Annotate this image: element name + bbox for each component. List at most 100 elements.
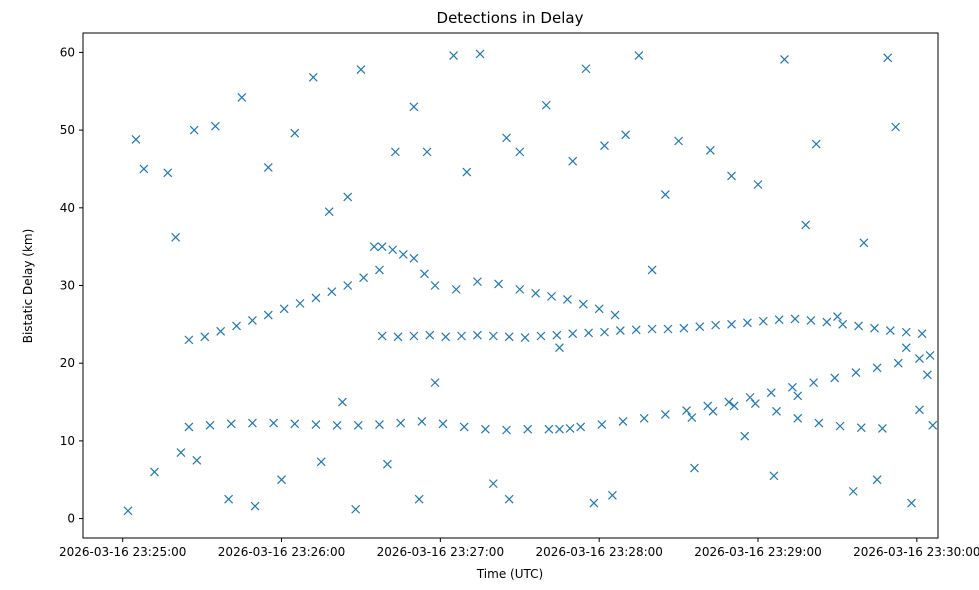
data-point: [425, 330, 435, 340]
data-point: [883, 53, 893, 63]
data-point: [631, 325, 641, 335]
data-point: [893, 358, 903, 368]
data-point: [660, 190, 670, 200]
data-point: [811, 139, 821, 149]
data-point: [552, 330, 562, 340]
data-point: [674, 136, 684, 146]
x-tick-label: 2026-03-16 23:25:00: [59, 545, 186, 559]
data-point: [647, 324, 657, 334]
data-point: [856, 423, 866, 433]
data-point: [618, 417, 628, 426]
data-point: [327, 287, 337, 297]
data-point: [838, 319, 848, 329]
data-point: [769, 471, 779, 481]
x-tick-label: 2026-03-16 23:28:00: [535, 545, 662, 559]
data-point: [382, 459, 392, 469]
data-point: [409, 331, 419, 341]
data-point: [449, 51, 459, 60]
data-point: [263, 162, 273, 172]
data-point: [679, 323, 689, 333]
plot-area: [83, 33, 938, 538]
data-point: [430, 281, 440, 290]
data-point: [634, 51, 644, 60]
data-point: [472, 330, 482, 340]
data-point: [462, 167, 472, 177]
data-point: [377, 242, 387, 252]
data-point: [848, 486, 858, 496]
data-point: [377, 331, 387, 341]
data-point: [523, 424, 533, 434]
data-point: [536, 331, 546, 341]
data-point: [375, 420, 384, 429]
data-point: [390, 147, 400, 157]
data-point: [531, 288, 541, 298]
y-tick-label: 50: [60, 123, 75, 137]
data-point: [414, 494, 424, 504]
data-point: [502, 425, 511, 435]
data-point: [705, 145, 715, 155]
data-point: [711, 320, 721, 330]
data-point: [250, 501, 260, 511]
y-tick-label: 0: [67, 512, 75, 526]
data-point: [727, 171, 736, 181]
x-tick-label: 2026-03-16 23:29:00: [694, 545, 821, 559]
data-point: [576, 422, 586, 432]
data-point: [547, 291, 556, 301]
data-point: [332, 420, 342, 430]
data-point: [854, 321, 864, 331]
data-point: [793, 391, 803, 401]
data-point: [544, 424, 554, 434]
x-tick-label: 2026-03-16 23:30:00: [853, 545, 979, 559]
data-point: [515, 284, 525, 294]
data-point: [729, 401, 739, 411]
data-point: [430, 378, 440, 388]
data-point: [200, 332, 210, 342]
ticks-group: 2026-03-16 23:25:00 2026-03-16 23:26:00 20…: [59, 45, 979, 559]
data-point: [263, 310, 273, 320]
data-point: [515, 147, 525, 157]
markers-group: [123, 49, 938, 516]
data-point: [131, 135, 141, 144]
data-point: [600, 141, 609, 151]
data-point: [184, 422, 194, 432]
data-point: [459, 422, 469, 432]
data-point: [409, 102, 419, 112]
data-point: [740, 431, 750, 441]
data-point: [343, 192, 353, 202]
data-point: [277, 475, 286, 485]
data-point: [290, 128, 300, 138]
data-point: [375, 265, 384, 275]
data-point: [316, 457, 326, 467]
data-point: [232, 321, 241, 331]
data-point: [502, 133, 511, 143]
data-point: [398, 249, 408, 259]
data-point: [727, 319, 736, 329]
data-point: [369, 242, 379, 252]
data-point: [822, 317, 832, 327]
data-point: [806, 316, 816, 325]
data-point: [708, 406, 718, 416]
data-point: [171, 232, 181, 242]
data-point: [835, 421, 845, 431]
data-point: [343, 281, 353, 290]
data-point: [600, 327, 609, 337]
data-point: [337, 397, 347, 407]
y-tick-label: 30: [60, 279, 75, 293]
data-point: [885, 326, 895, 335]
data-point: [597, 420, 607, 429]
data-point: [216, 326, 226, 336]
data-point: [594, 304, 604, 314]
data-point: [742, 318, 752, 328]
data-point: [457, 331, 466, 341]
data-point: [422, 147, 432, 157]
data-point: [438, 419, 448, 429]
data-point: [870, 323, 879, 333]
data-point: [237, 93, 247, 102]
data-point: [915, 354, 924, 363]
data-point: [353, 420, 363, 430]
data-point: [163, 168, 173, 178]
data-point: [192, 455, 202, 465]
y-axis-label: Bistatic Delay (km): [21, 229, 35, 344]
data-point: [907, 498, 916, 508]
data-point: [290, 419, 300, 429]
